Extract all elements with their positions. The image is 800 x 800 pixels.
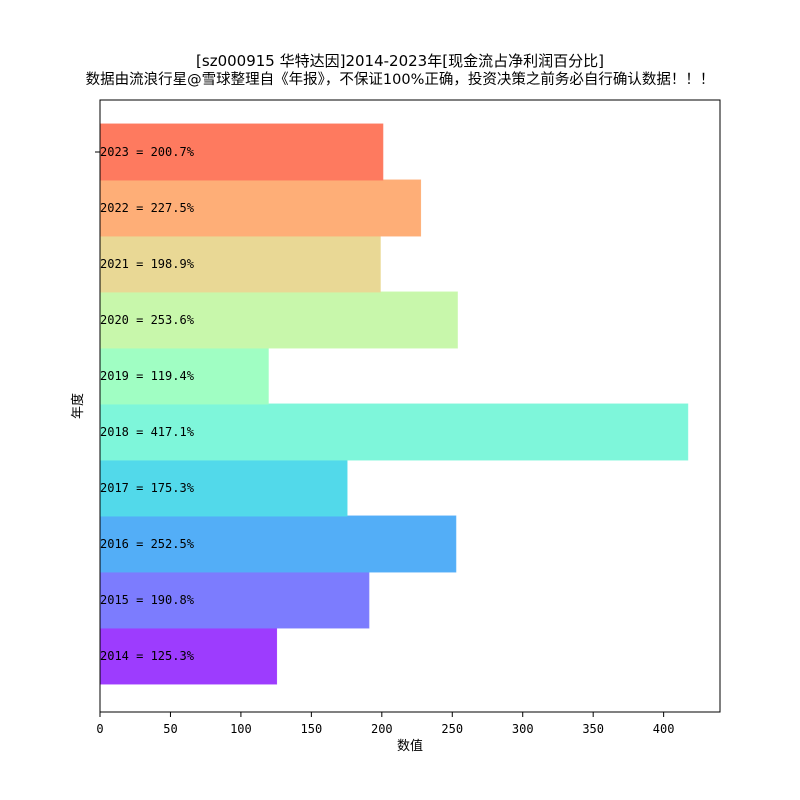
data-label-2018: 2018 = 417.1% <box>100 425 195 439</box>
y-axis-label: 年度 <box>70 393 86 419</box>
x-tick-label-200: 200 <box>371 722 393 736</box>
bar-2018 <box>99 403 689 461</box>
bar-2021 <box>99 235 381 293</box>
bar-2020 <box>99 291 458 349</box>
data-label-2023: 2023 = 200.7% <box>100 145 195 159</box>
x-ticks-group: 0 50 100 150 200 250 300 350 400 <box>96 712 674 736</box>
x-tick-label-300: 300 <box>512 722 534 736</box>
x-tick-label-400: 400 <box>653 722 675 736</box>
chart-title: [sz000915 华特达因]2014-2023年[现金流占净利润百分比] <box>196 52 604 70</box>
data-label-2016: 2016 = 252.5% <box>100 537 195 551</box>
bar-2023 <box>99 123 384 181</box>
bar-2022 <box>99 179 422 237</box>
data-label-2020: 2020 = 253.6% <box>100 313 195 327</box>
x-tick-label-50: 50 <box>163 722 177 736</box>
bar-2017 <box>99 459 348 517</box>
bar-2015 <box>99 571 370 629</box>
data-label-2017: 2017 = 175.3% <box>100 481 195 495</box>
x-tick-label-0: 0 <box>96 722 103 736</box>
x-axis-label: 数值 <box>397 738 423 754</box>
chart-subtitle: 数据由流浪行星@雪球整理自《年报》，不保证100%正确，投资决策之前务必自行确认… <box>85 72 715 88</box>
data-label-2019: 2019 = 119.4% <box>100 369 195 383</box>
x-tick-label-150: 150 <box>301 722 323 736</box>
data-label-2021: 2021 = 198.9% <box>100 257 195 271</box>
bar-2016 <box>99 515 457 573</box>
x-tick-label-350: 350 <box>582 722 604 736</box>
x-tick-label-100: 100 <box>230 722 252 736</box>
plot-frame <box>99 99 721 713</box>
data-label-2015: 2015 = 190.8% <box>100 593 195 607</box>
data-label-2014: 2014 = 125.3% <box>100 649 195 663</box>
data-label-2022: 2022 = 227.5% <box>100 201 195 215</box>
chart-title-block: [sz000915 华特达因]2014-2023年[现金流占净利润百分比] 数据… <box>0 52 800 90</box>
x-tick-label-250: 250 <box>441 722 463 736</box>
bars-group: 2014 = 125.3% 2015 = 190.8% 2016 = 252.5% 2… <box>99 123 689 685</box>
bar-2014 <box>99 627 278 685</box>
